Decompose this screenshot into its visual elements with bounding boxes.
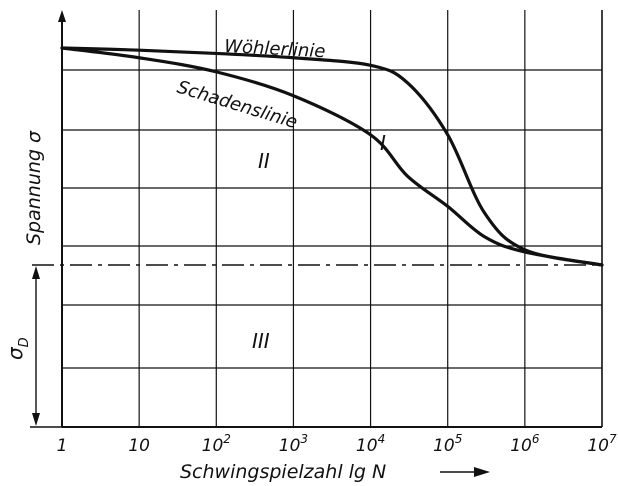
x-tick-label: 102 xyxy=(202,432,231,456)
x-axis-title: Schwingspielzahl lg N xyxy=(180,461,386,483)
x-tick-label: 107 xyxy=(587,432,617,456)
y-axis-arrowhead xyxy=(58,10,66,22)
sigma-d-arrowhead-bottom xyxy=(32,413,40,426)
series-label-damage: Schadenslinie xyxy=(175,77,300,133)
axes xyxy=(30,10,603,428)
x-tick-label: 10 xyxy=(128,436,150,456)
x-axis-title-arrowhead xyxy=(474,467,490,477)
x-tick-label: 103 xyxy=(279,432,308,456)
region-label-1: I xyxy=(380,131,386,155)
curves xyxy=(60,46,604,267)
region-label-2: II xyxy=(258,149,270,173)
y-axis-title: Spannung σ xyxy=(23,130,45,245)
x-tick-label: 104 xyxy=(356,432,385,456)
woehler-curve xyxy=(60,46,604,267)
x-tick-label: 1 xyxy=(57,436,68,456)
x-tick-label: 106 xyxy=(510,432,540,456)
sigma-d-arrowhead-top xyxy=(32,266,40,279)
region-label-3: III xyxy=(252,329,270,353)
sigma-d-label: σD xyxy=(3,337,32,360)
series-label-woehler: Wöhlerlinie xyxy=(224,36,326,62)
grid xyxy=(62,10,602,427)
x-tick-label: 105 xyxy=(433,432,462,456)
damage-curve xyxy=(60,46,604,267)
